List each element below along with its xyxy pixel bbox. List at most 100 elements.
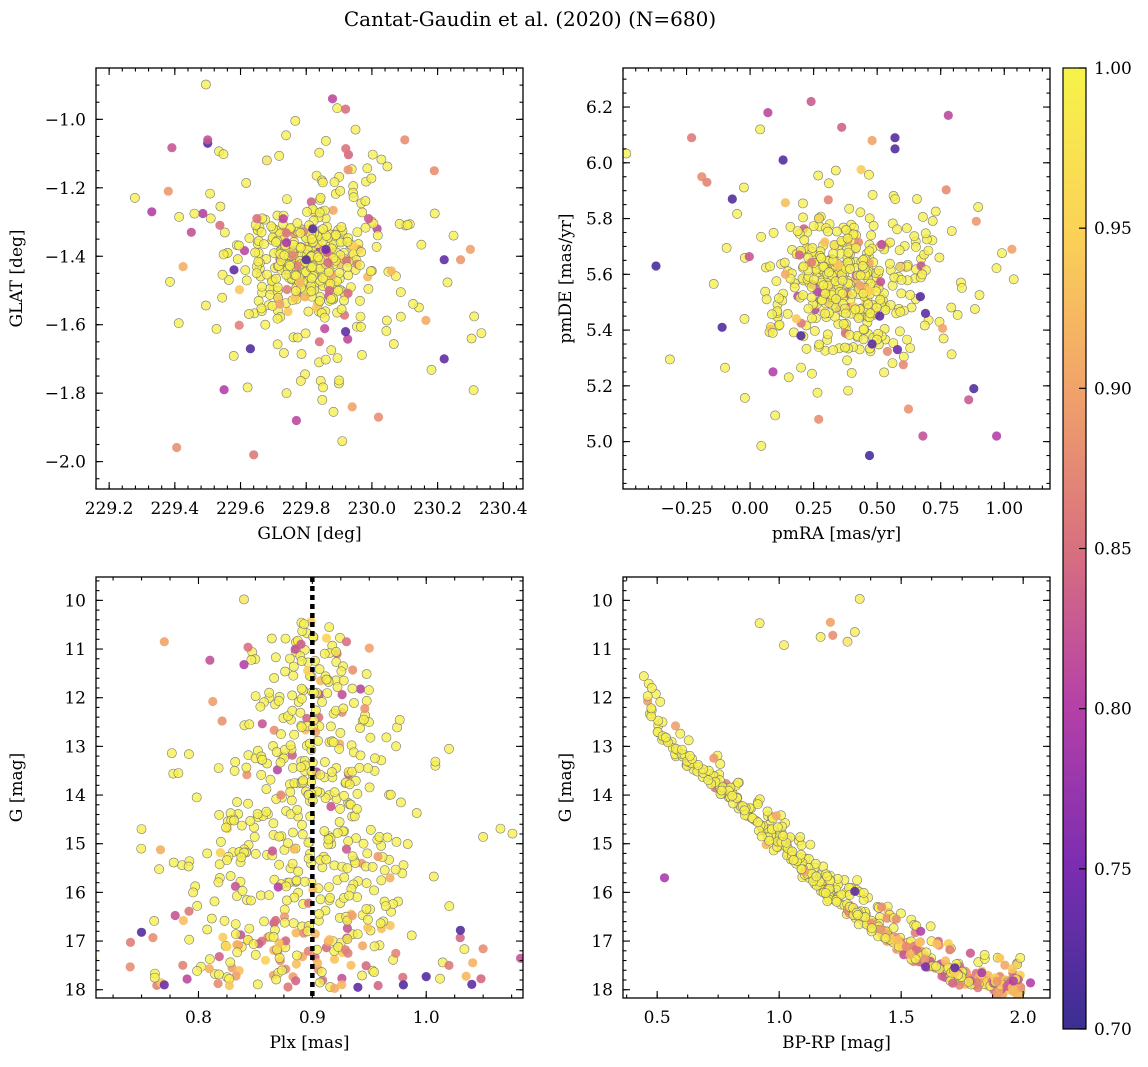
- colorbar-tick-label: 0.90: [1094, 379, 1132, 399]
- data-point: [324, 882, 334, 892]
- data-point: [341, 844, 352, 854]
- data-point: [214, 952, 224, 962]
- data-point: [421, 972, 431, 982]
- data-point: [395, 311, 406, 322]
- data-point: [803, 303, 814, 314]
- data-point: [843, 247, 854, 258]
- data-point: [208, 696, 218, 707]
- data-point: [844, 203, 855, 214]
- data-point: [927, 216, 938, 226]
- data-point: [702, 177, 712, 187]
- data-point: [260, 955, 271, 965]
- data-point: [843, 385, 853, 396]
- data-point: [225, 871, 236, 881]
- data-point: [219, 915, 230, 926]
- data-point: [178, 915, 188, 926]
- data-point: [459, 944, 470, 955]
- data-point: [203, 135, 213, 145]
- data-point: [200, 79, 211, 90]
- data-point: [799, 235, 810, 245]
- y-tick-label: 10: [591, 591, 613, 611]
- data-point: [321, 633, 332, 643]
- data-point: [275, 757, 286, 768]
- data-point: [866, 923, 877, 934]
- data-point: [347, 683, 358, 694]
- data-point: [406, 930, 417, 941]
- data-point: [369, 753, 380, 764]
- data-point: [292, 218, 303, 229]
- data-point: [315, 977, 325, 988]
- data-point: [271, 237, 281, 248]
- data-point: [136, 843, 147, 854]
- data-point: [342, 863, 353, 874]
- data-point: [352, 892, 362, 903]
- data-point: [379, 865, 390, 876]
- data-point: [191, 792, 202, 803]
- data-point: [429, 208, 440, 219]
- colorbar-tick-label: 1.00: [1094, 59, 1132, 79]
- data-point: [281, 269, 292, 280]
- data-point: [342, 261, 353, 272]
- data-point: [354, 260, 365, 270]
- data-point: [810, 858, 821, 869]
- y-tick-label: 13: [591, 737, 613, 757]
- data-point: [516, 953, 523, 963]
- data-point: [316, 967, 327, 977]
- data-point: [222, 941, 232, 952]
- data-point: [1015, 953, 1026, 963]
- data-point: [332, 103, 343, 114]
- data-point: [307, 262, 318, 272]
- data-point: [363, 763, 373, 774]
- y-tick-label: 16: [591, 883, 613, 903]
- data-point: [398, 980, 408, 990]
- data-point: [338, 675, 349, 686]
- data-point: [343, 836, 354, 847]
- data-point: [739, 182, 749, 193]
- data-point: [313, 735, 323, 746]
- data-point: [366, 173, 377, 184]
- data-point: [363, 685, 374, 696]
- data-point: [847, 289, 858, 299]
- data-point: [385, 873, 395, 883]
- data-point: [391, 837, 402, 847]
- data-point: [828, 630, 838, 641]
- data-point: [770, 410, 781, 421]
- y-tick-label: −1.8: [45, 384, 86, 404]
- data-point: [708, 278, 719, 289]
- y-tick-label: 18: [591, 981, 613, 1001]
- data-point: [780, 198, 791, 208]
- data-point: [361, 669, 372, 679]
- data-point: [948, 978, 958, 988]
- data-point: [430, 756, 441, 767]
- data-point: [320, 135, 331, 146]
- data-point: [911, 944, 922, 955]
- data-point: [756, 231, 766, 242]
- data-point: [303, 666, 313, 676]
- data-point: [778, 155, 788, 165]
- data-point: [888, 923, 899, 933]
- panel-cmd: 0.5 1.0 1.5 2.0 10 11 12 13 14 15 16 17 18 BP-RP [mag…: [556, 576, 1051, 1053]
- data-point: [905, 289, 916, 300]
- data-point: [807, 368, 817, 379]
- data-point: [365, 824, 376, 835]
- data-point: [252, 214, 262, 224]
- data-point: [172, 442, 182, 453]
- y-tick-label: 12: [64, 689, 86, 709]
- data-point: [756, 440, 767, 451]
- data-point: [335, 803, 345, 814]
- data-point: [213, 969, 224, 980]
- data-point: [326, 294, 336, 304]
- data-point: [444, 743, 454, 754]
- data-point: [291, 950, 302, 961]
- data-point: [276, 729, 286, 740]
- data-point: [250, 949, 261, 960]
- data-point: [857, 261, 868, 271]
- data-point: [849, 627, 860, 637]
- data-point: [946, 349, 957, 360]
- y-tick-label: 5.8: [586, 210, 613, 230]
- data-point: [291, 875, 302, 886]
- data-point: [925, 921, 936, 932]
- data-point: [395, 287, 406, 298]
- data-point: [306, 286, 317, 297]
- data-point: [858, 324, 869, 335]
